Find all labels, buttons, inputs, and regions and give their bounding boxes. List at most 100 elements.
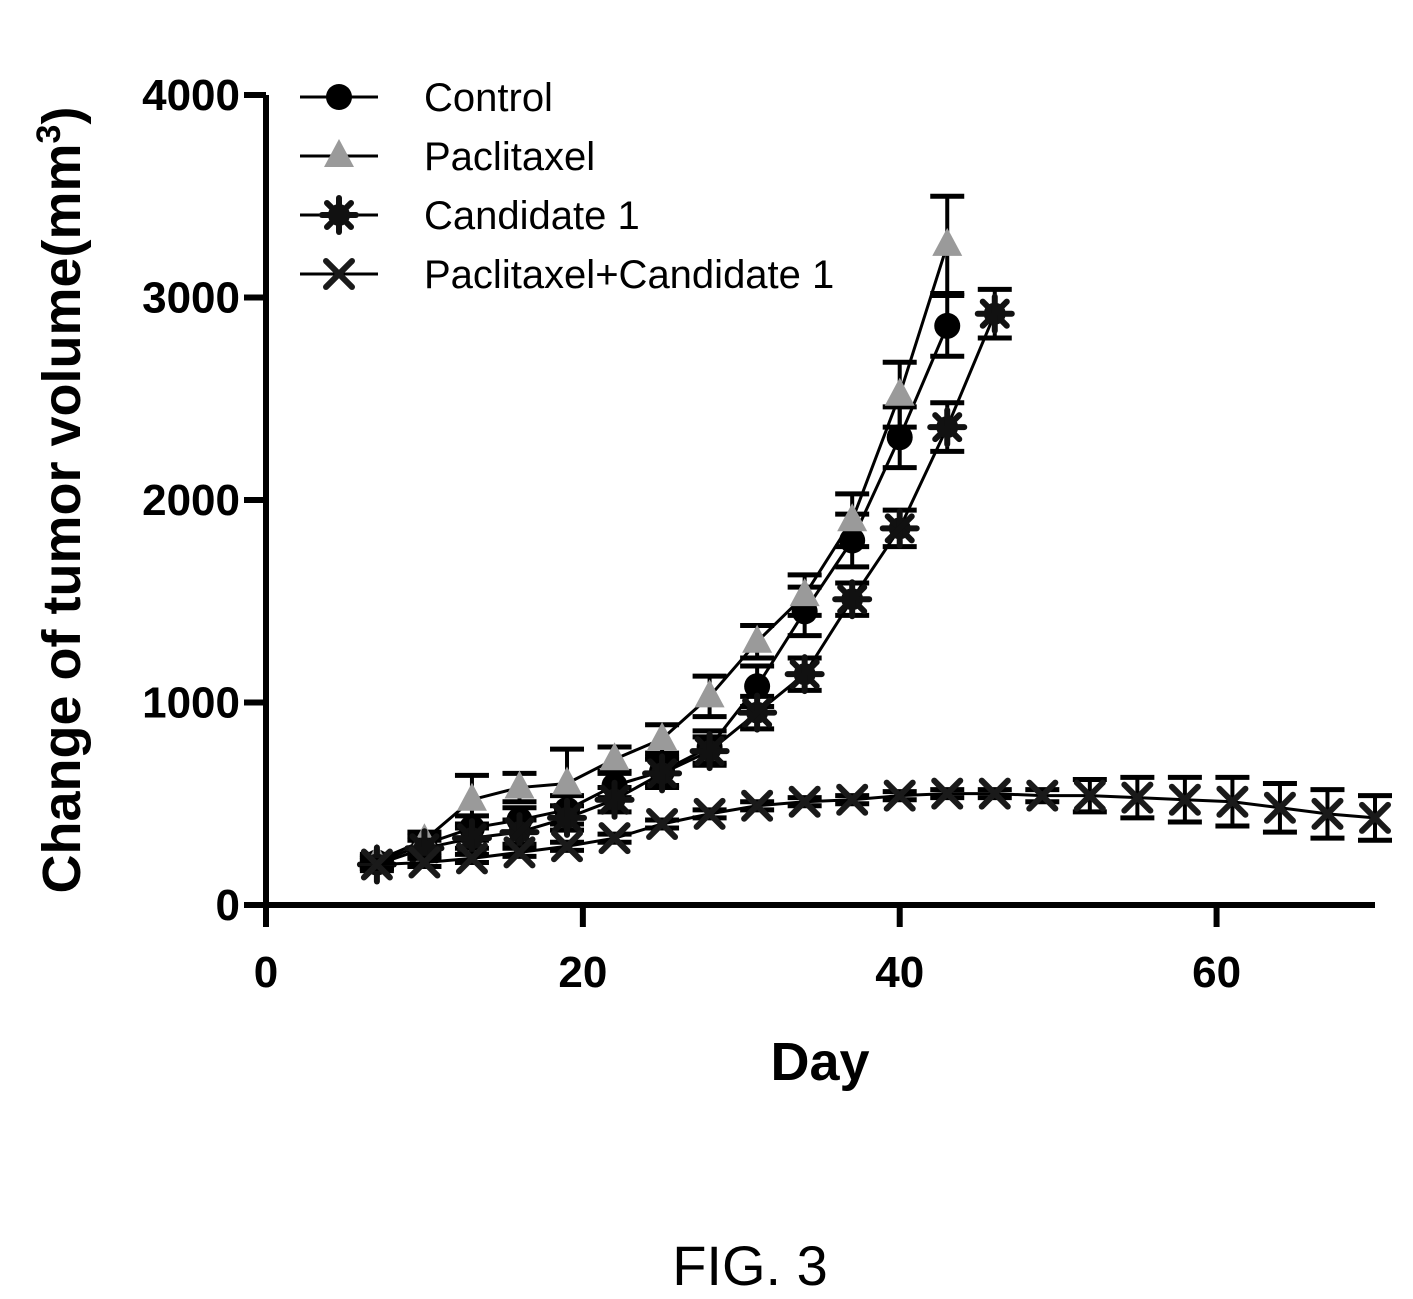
marker-shape	[837, 503, 868, 532]
data-point	[737, 692, 778, 733]
legend-item-control: Control	[300, 76, 553, 120]
marker-shape	[552, 766, 583, 795]
data-point	[547, 797, 588, 838]
marker-stroke	[1359, 801, 1391, 834]
legend-label: Paclitaxel+Candidate 1	[424, 253, 834, 297]
marker-stroke	[551, 830, 584, 863]
data-point	[884, 377, 915, 406]
data-point	[934, 312, 961, 339]
data-point	[1026, 779, 1059, 812]
data-point	[932, 227, 963, 256]
marker-stroke	[788, 785, 821, 818]
data-point	[788, 785, 821, 818]
data-point	[693, 797, 726, 830]
data-point	[455, 842, 488, 875]
data-point	[504, 770, 535, 799]
marker-stroke	[1121, 781, 1154, 814]
y-tick-label: 4000	[142, 71, 240, 120]
marker-stroke	[646, 808, 679, 840]
marker-stroke	[1073, 779, 1106, 812]
data-point	[598, 822, 631, 855]
data-point	[1073, 779, 1106, 812]
data-point	[594, 779, 635, 820]
marker-stroke	[836, 783, 869, 816]
marker-stroke	[1026, 779, 1059, 812]
y-tick-label: 3000	[142, 274, 240, 323]
marker-spoke	[599, 784, 630, 815]
data-point	[789, 578, 820, 607]
data-point	[552, 766, 583, 795]
legend-marker	[323, 258, 355, 290]
marker-spoke	[837, 584, 868, 615]
x-axis-title: Day	[770, 1032, 869, 1092]
marker-shape	[744, 673, 771, 700]
marker-shape	[932, 227, 963, 256]
data-point	[883, 779, 916, 812]
marker-stroke	[931, 777, 964, 810]
marker-shape	[324, 139, 354, 167]
data-point	[978, 777, 1011, 810]
x-tick-label: 40	[875, 948, 924, 997]
marker-stroke	[883, 779, 916, 812]
legend-marker	[326, 84, 352, 110]
y-tick-label: 1000	[142, 679, 240, 728]
x-tick-label: 0	[254, 948, 278, 997]
data-point	[503, 836, 536, 869]
y-axis-title-superscript: 3	[30, 125, 68, 144]
y-tick-label: 0	[216, 881, 240, 930]
marker-spoke	[551, 802, 583, 833]
legend-label: Candidate 1	[424, 194, 640, 238]
data-point	[832, 579, 873, 620]
marker-stroke	[408, 846, 441, 879]
figure-caption: FIG. 3	[672, 1234, 828, 1297]
data-point	[689, 731, 730, 772]
data-point	[694, 679, 725, 708]
marker-spoke	[694, 736, 725, 767]
marker-shape	[599, 742, 630, 771]
y-tick-label: 2000	[142, 476, 240, 525]
marker-shape	[326, 84, 352, 110]
data-point	[837, 503, 868, 532]
legend-marker	[324, 139, 354, 167]
marker-stroke	[455, 842, 488, 875]
x-tick-label: 60	[1192, 948, 1241, 997]
data-point	[744, 673, 771, 700]
data-point	[836, 783, 869, 816]
data-point	[642, 753, 683, 794]
marker-shape	[789, 578, 820, 607]
data-point	[741, 789, 774, 822]
marker-shape	[504, 770, 535, 799]
data-point	[599, 742, 630, 771]
marker-stroke	[1216, 785, 1249, 818]
data-point	[647, 721, 678, 750]
marker-shape	[694, 679, 725, 708]
marker-stroke	[598, 822, 631, 855]
marker-spoke	[932, 412, 963, 443]
data-point	[1263, 791, 1296, 824]
x-tick-label: 20	[558, 948, 607, 997]
marker-stroke	[360, 848, 393, 881]
marker-spoke	[884, 513, 915, 544]
marker-shape	[647, 721, 678, 750]
legend-item-paclitaxel: Paclitaxel	[300, 135, 595, 179]
data-point	[360, 848, 393, 881]
marker-stroke	[503, 836, 536, 869]
marker-stroke	[1311, 797, 1344, 830]
marker-spoke	[979, 298, 1010, 329]
legend-marker	[319, 195, 359, 235]
y-axis-title: Change of tumor volume(mm3)	[30, 107, 92, 894]
series-paclitaxel-candidate-1	[359, 774, 1392, 881]
marker-spoke	[789, 659, 820, 690]
data-point	[408, 846, 441, 879]
data-point	[456, 782, 487, 811]
data-point	[1311, 797, 1344, 830]
marker-spoke	[647, 758, 678, 789]
data-point	[646, 808, 679, 840]
marker-stroke	[323, 258, 355, 290]
data-point	[886, 424, 913, 451]
marker-stroke	[1168, 783, 1201, 816]
marker-stroke	[978, 777, 1011, 810]
marker-spoke	[323, 199, 355, 231]
data-point	[1121, 781, 1154, 814]
data-point	[1359, 801, 1391, 834]
